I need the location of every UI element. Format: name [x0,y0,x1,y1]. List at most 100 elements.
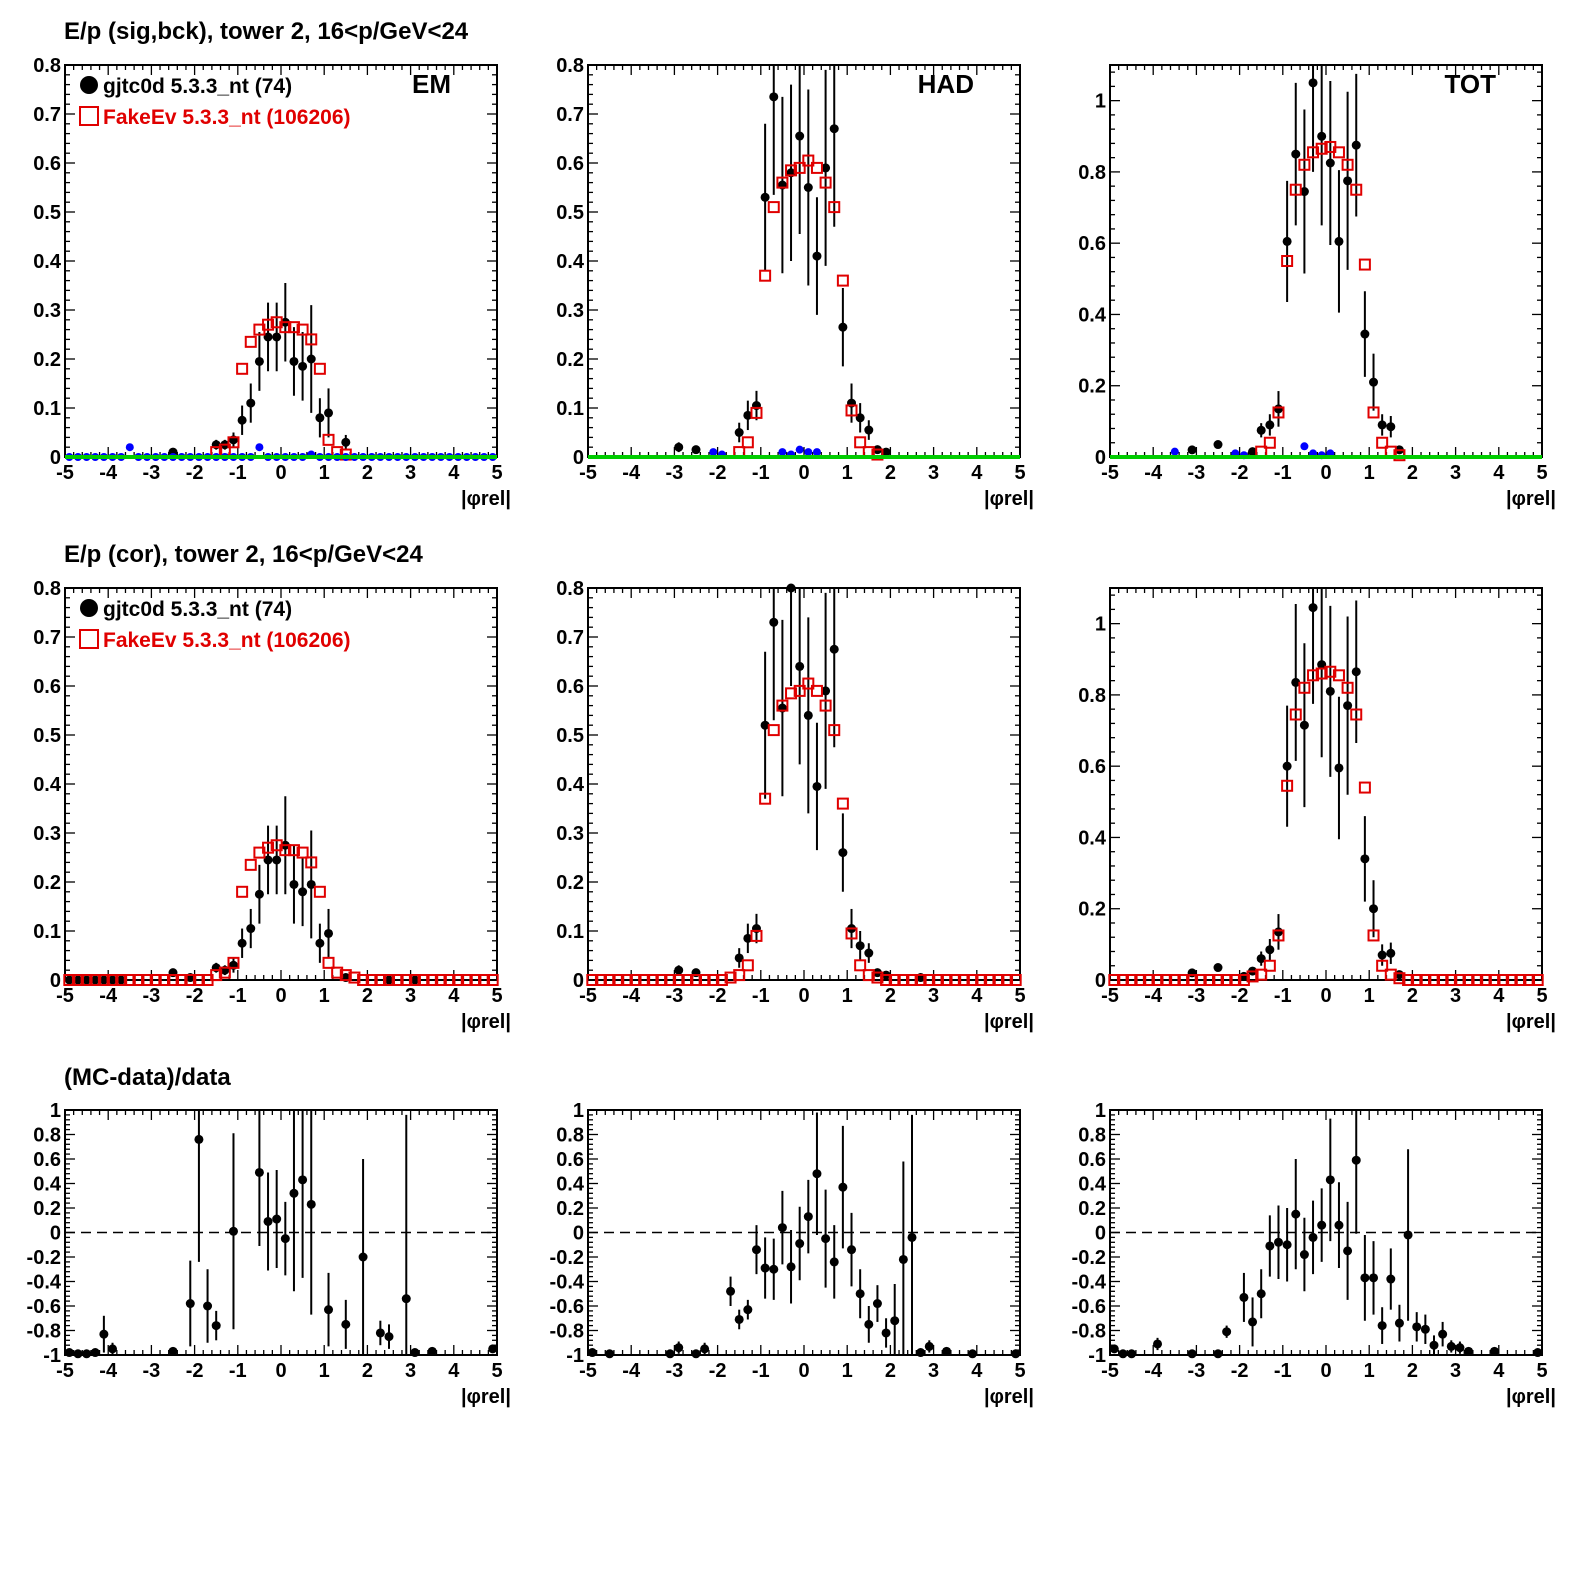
data-point [862,969,875,982]
x-tick-label: 4 [1493,1360,1505,1382]
y-tick-label: 0.6 [1078,756,1106,778]
y-tick-label: 0.8 [556,1125,584,1147]
y-tick-label: -0.4 [550,1272,585,1294]
data-point [1307,669,1320,682]
data-point [375,1328,385,1338]
y-tick-label: 0.8 [556,55,584,77]
data-point [1273,404,1283,414]
data-point [821,1234,831,1244]
data-point [690,974,702,986]
data-point [391,974,404,986]
x-tick-label: -4 [1144,462,1163,484]
data-point [228,1226,238,1236]
data-point [778,448,787,457]
data-point [812,448,821,457]
y-tick-label: 0.2 [1078,1198,1106,1220]
data-point [1315,667,1328,680]
x-tick-label: -5 [579,462,597,484]
x-tick-label: 1 [842,985,853,1007]
data-point [1291,149,1301,159]
data-point [829,124,839,134]
data-point [1358,258,1371,271]
data-point [743,933,753,943]
data-point [1377,950,1387,960]
data-point [776,176,789,189]
y-tick-label: 0.5 [556,725,584,747]
x-tick-label: 5 [1536,985,1547,1007]
y-tick-label: 0.3 [33,823,61,845]
data-point [1334,236,1344,246]
data-point [1127,1349,1137,1359]
data-point [812,781,822,791]
y-tick-label: 0.8 [1078,1125,1106,1147]
data-point [707,974,720,986]
data-point [1351,140,1361,150]
data-point [263,855,273,865]
data-point [175,974,188,986]
y-tick-label: 0.3 [33,300,61,322]
data-point [1479,974,1492,986]
data-point [272,332,282,342]
y-tick-label: -0.4 [27,1272,62,1294]
data-point [322,433,335,446]
data-point [305,856,318,869]
data-point [655,974,668,986]
data-point [751,1245,761,1255]
data-point [1334,763,1344,773]
data-point [1307,146,1320,159]
data-point [263,1216,273,1226]
x-axis-label: |φrel| [1506,488,1556,510]
data-point [1343,176,1353,186]
data-point [289,879,299,889]
data-point [854,959,867,972]
x-axis-label: |φrel| [461,1386,511,1408]
data-point [786,583,796,593]
data-point [1428,974,1440,986]
x-tick-label: 3 [405,1360,416,1382]
data-point [1386,1274,1396,1284]
x-tick-label: 5 [491,1360,502,1382]
data-point [1343,1246,1353,1256]
x-tick-label: 4 [1493,462,1505,484]
data-point [99,1329,109,1339]
x-tick-label: 3 [405,985,416,1007]
data-point [1168,974,1181,986]
data-point [620,974,633,986]
data-point [785,687,798,700]
data-point [914,974,927,986]
x-tick-label: 2 [1407,462,1418,484]
row-title-sig-bck: E/p (sig,bck), tower 2, 16<p/GeV<24 [64,18,469,45]
x-tick-label: 2 [362,462,373,484]
x-tick-label: -1 [752,462,770,484]
legend-entry: FakeEv 5.3.3_nt (106206) [103,629,351,652]
data-point [838,848,848,858]
data-point [605,1349,615,1359]
data-point [594,974,607,986]
x-tick-label: -2 [709,985,727,1007]
data-point [1299,1250,1309,1260]
data-point [1453,974,1466,986]
x-tick-label: 2 [362,985,373,1007]
y-tick-label: 0.1 [556,921,584,943]
data-point [1369,377,1379,387]
data-point [1213,440,1223,450]
x-tick-label: 1 [319,1360,330,1382]
data-point [803,183,813,192]
data-point [298,887,308,897]
y-tick-label: 0 [1095,447,1106,469]
data-point [1341,681,1354,694]
x-tick-label: -5 [1101,462,1119,484]
data-point [263,332,273,342]
data-point [1410,974,1423,986]
y-tick-label: 0.2 [1078,899,1106,921]
data-point [1151,974,1164,986]
data-point [750,929,763,942]
data-point [408,974,421,986]
data-point [1308,603,1318,613]
x-tick-label: -5 [579,1360,597,1382]
data-point [296,846,309,859]
data-point [1351,1155,1361,1165]
data-point [73,1349,83,1359]
data-point [760,1263,770,1273]
x-tick-label: 1 [1364,462,1375,484]
